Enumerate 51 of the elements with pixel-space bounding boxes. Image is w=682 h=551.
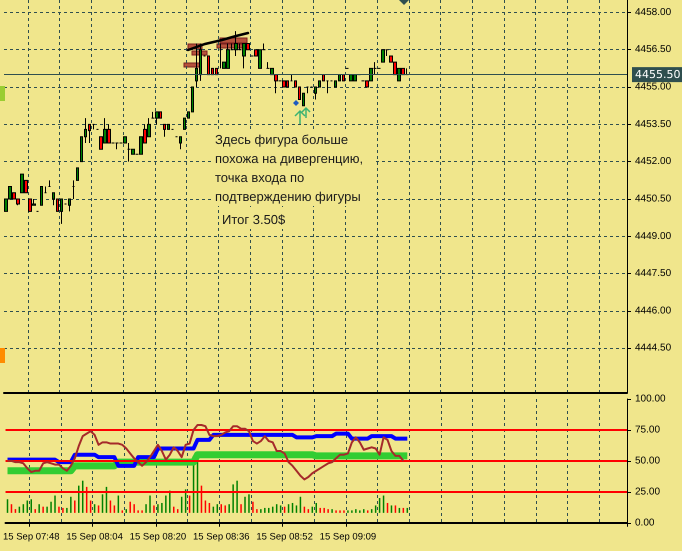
candlestick: [20, 174, 24, 194]
x-tick-label: 15 Sep 08:04: [66, 532, 123, 542]
candlestick: [40, 186, 43, 206]
annotation: Здесь фигура больше похожа на дивергенцию, точка входа по подтверждению фигуры: [214, 130, 374, 206]
annotation: Итог 3.50$: [221, 210, 286, 229]
y-tick-label: 100.00: [635, 394, 666, 404]
candlestick: [282, 80, 286, 88]
y-tick-label: 4450.50: [635, 193, 672, 204]
candlestick: [163, 124, 166, 138]
candlestick: [76, 167, 79, 181]
x-tick-label: 15 Sep 08:20: [130, 532, 186, 542]
x-tick-label: 15 Sep 09:09: [320, 532, 376, 542]
candlestick: [349, 74, 353, 82]
candlestick: [155, 111, 159, 125]
candlestick: [207, 55, 210, 76]
y-tick-label: 4453.50: [635, 118, 672, 130]
y-tick-label: 4444.50: [635, 342, 672, 354]
candlestick: [219, 43, 222, 69]
line-series: [6, 432, 410, 468]
candlestick: [234, 30, 238, 56]
y-tick-label: 4458.00: [635, 6, 672, 18]
y-tick-label: 4449.00: [635, 230, 672, 242]
x-tick-label: 15 Sep 08:36: [192, 532, 250, 542]
candlestick: [242, 43, 246, 69]
y-tick-label: 4456.50: [635, 44, 672, 56]
y-tick-label: 50.00: [635, 455, 660, 466]
candlestick: [179, 136, 182, 150]
candlestick: [381, 49, 385, 63]
candlestick: [115, 142, 119, 150]
ref-line-label: 4455.50: [635, 68, 680, 82]
candlestick: [306, 86, 309, 94]
candlestick: [72, 180, 75, 200]
y-tick-label: 4452.00: [635, 156, 672, 168]
x-tick-label: 15 Sep 07:48: [2, 532, 60, 542]
candlestick: [195, 43, 198, 88]
y-tick-label: 75.00: [635, 424, 660, 436]
candlestick: [274, 74, 278, 94]
candlestick: [353, 74, 357, 82]
candlestick: [226, 43, 230, 69]
y-tick-label: 4447.50: [635, 268, 672, 280]
candlestick: [48, 180, 51, 188]
y-tick-label: 0.00: [635, 517, 655, 528]
candlestick: [60, 198, 63, 224]
candlestick: [28, 198, 32, 212]
line-series: [6, 424, 404, 480]
x-tick-label: 15 Sep 08:52: [256, 532, 313, 542]
y-tick-label: 4455.00: [635, 82, 672, 93]
candlestick: [342, 74, 345, 82]
y-tick-label: 25.00: [635, 486, 660, 498]
y-tick-label: 4446.00: [635, 305, 672, 316]
candlestick: [68, 198, 71, 212]
